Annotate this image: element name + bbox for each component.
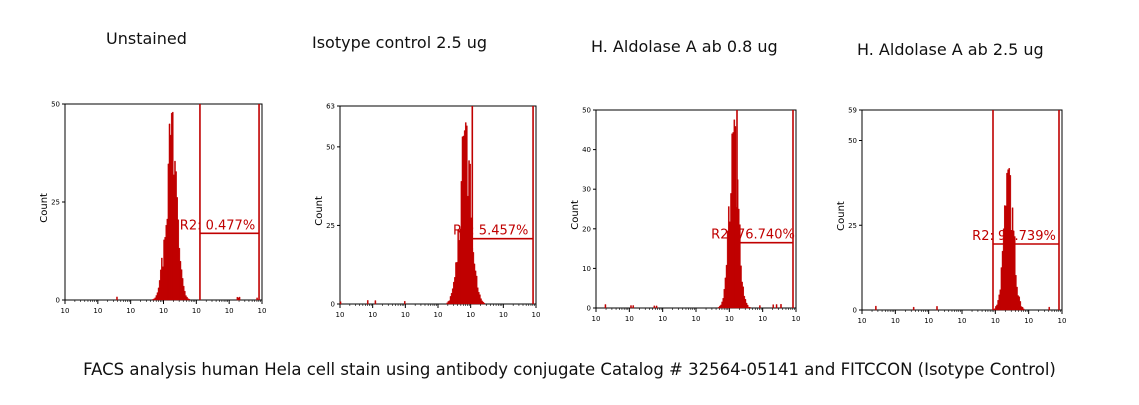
y-tick-label: 50 (848, 137, 857, 145)
y-tick-label: 63 (326, 103, 335, 111)
x-tick-label: 10 (258, 307, 267, 315)
x-tick-label: 10 (958, 317, 967, 325)
x-tick-label: 10 (1024, 317, 1033, 325)
x-tick-label: 10 (225, 307, 234, 315)
histogram-bars (875, 168, 1050, 311)
x-tick-label: 10 (692, 315, 701, 323)
histogram-bars (604, 119, 782, 309)
x-tick-label: 10 (126, 307, 135, 315)
x-tick-label: 10 (368, 311, 377, 319)
plot-frame (861, 109, 1063, 311)
x-tick-label: 10 (725, 315, 734, 323)
y-tick-label: 0 (853, 307, 857, 315)
y-tick-label: 59 (848, 107, 857, 115)
y-tick-label: 25 (51, 199, 60, 207)
y-tick-label: 0 (587, 305, 591, 313)
y-tick-label: 20 (582, 225, 591, 233)
gate-r2-label: R2: 5.457% (453, 224, 528, 239)
x-tick-label: 10 (625, 315, 634, 323)
y-tick-label: 50 (326, 143, 335, 151)
x-tick-label: 10 (336, 311, 345, 319)
x-tick-label: 10 (658, 315, 667, 323)
x-tick-label: 10 (466, 311, 475, 319)
figure-caption: FACS analysis human Hela cell stain usin… (83, 360, 1056, 379)
y-tick-label: 10 (582, 265, 591, 273)
x-tick-label: 10 (93, 307, 102, 315)
panel-title-unstained: Unstained (106, 29, 187, 48)
x-tick-label: 10 (991, 317, 1000, 325)
x-tick-label: 10 (1058, 317, 1067, 325)
y-tick-label: 40 (582, 146, 591, 154)
x-tick-label: 10 (434, 311, 443, 319)
panel-title-isotype-control: Isotype control 2.5 ug (312, 33, 488, 52)
y-tick-label: 0 (331, 301, 335, 309)
gate-r2-label: R2: 76.740% (711, 228, 795, 243)
y-axis-label: Count (314, 196, 325, 226)
facs-histogram-isotype-control: 0 25 50 63 Count 10 10 10 10 10 10 10 R2: 5.457% (314, 103, 541, 320)
y-axis-label: Count (39, 193, 50, 223)
y-axis-label: Count (836, 201, 847, 231)
x-tick-label: 10 (499, 311, 508, 319)
y-tick-label: 50 (582, 107, 591, 115)
gate-r2-label: R2: 97.739% (972, 229, 1056, 244)
y-axis-label: Count (570, 200, 581, 230)
x-tick-label: 10 (592, 315, 601, 323)
y-tick-label: 0 (56, 297, 60, 305)
panel-title-aldolase-08: H. Aldolase A ab 0.8 ug (591, 37, 778, 56)
plot-frame (339, 105, 537, 305)
x-tick-label: 10 (924, 317, 933, 325)
x-tick-label: 10 (61, 307, 70, 315)
panel-title-aldolase-25: H. Aldolase A ab 2.5 ug (857, 40, 1044, 59)
x-tick-label: 10 (192, 307, 201, 315)
y-tick-label: 25 (848, 222, 857, 230)
histogram-bars (339, 122, 486, 305)
x-tick-label: 10 (532, 311, 541, 319)
gate-r2-label: R2: 0.477% (180, 218, 255, 233)
x-tick-label: 10 (792, 315, 801, 323)
x-tick-label: 10 (401, 311, 410, 319)
x-tick-label: 10 (758, 315, 767, 323)
x-tick-label: 10 (159, 307, 168, 315)
facs-histogram-unstained: 0 25 50 Count 10 10 10 10 10 10 10 R2: 0.477% (39, 101, 267, 316)
facs-histogram-aldolase-25: 0 25 50 59 Count 10 10 10 10 10 10 10 R2: 97.739% (836, 107, 1067, 326)
x-tick-label: 10 (891, 317, 900, 325)
y-tick-label: 50 (51, 101, 60, 109)
x-tick-label: 10 (858, 317, 867, 325)
plot-frame (595, 109, 797, 309)
y-tick-label: 25 (326, 222, 335, 230)
y-tick-label: 30 (582, 186, 591, 194)
histogram-bars (116, 111, 258, 301)
